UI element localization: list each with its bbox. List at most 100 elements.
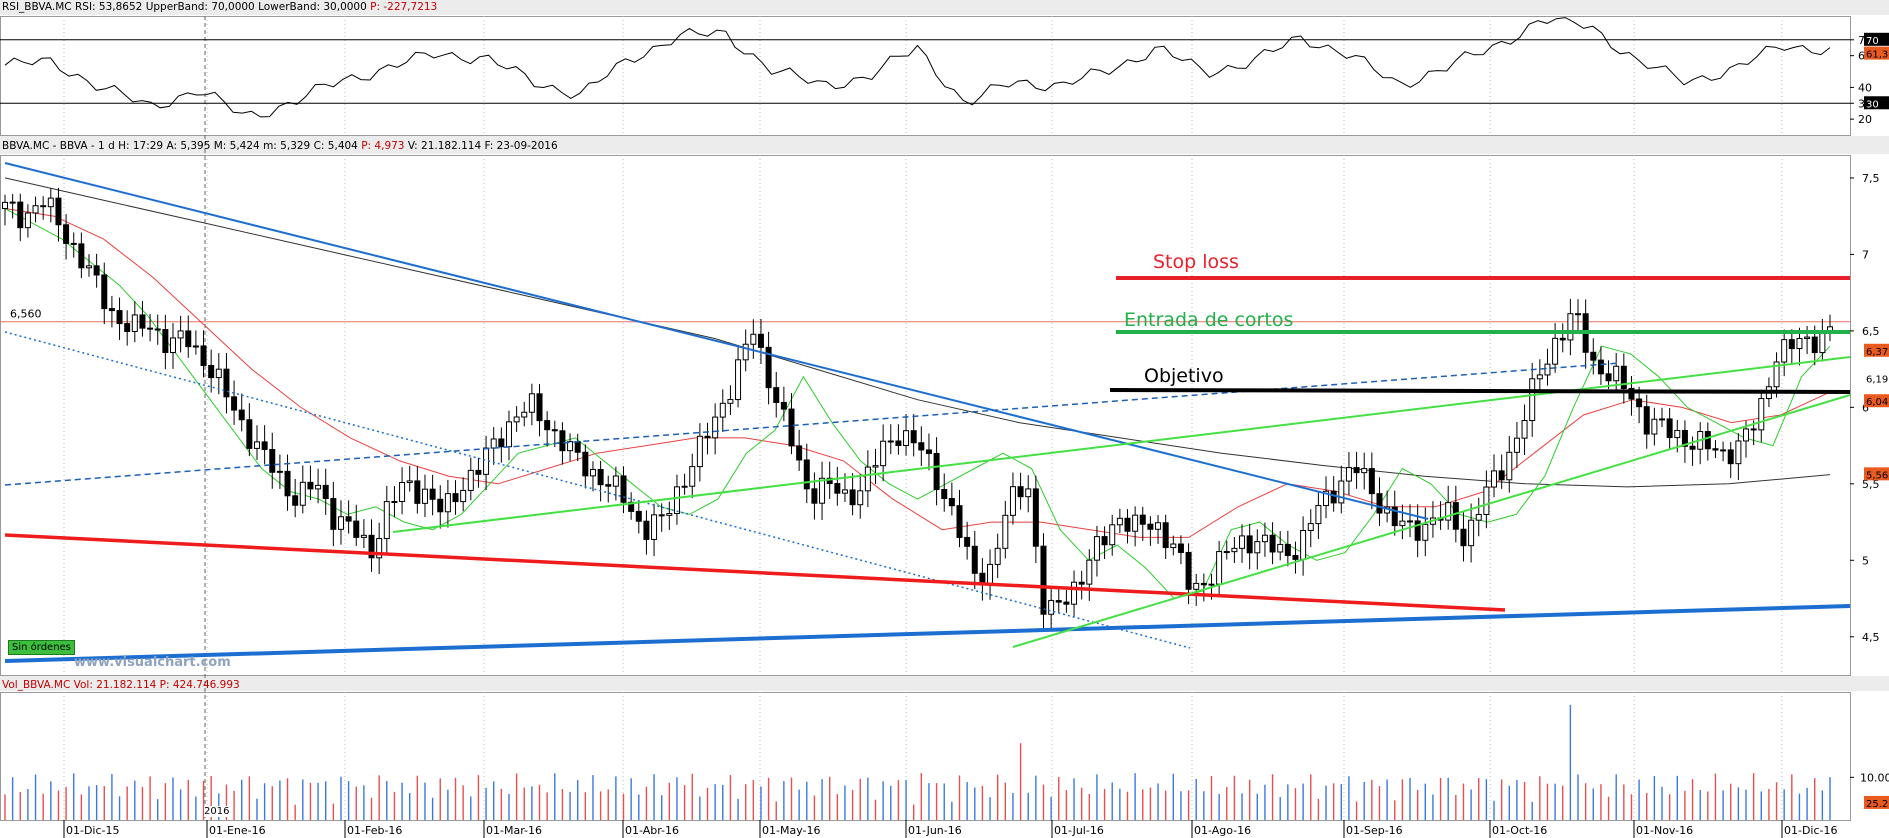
price-h: H: 17:29: [118, 140, 164, 152]
candle-down: [1559, 337, 1566, 341]
candle-up: [1475, 513, 1482, 521]
bottom-blue-line: [4, 604, 1851, 663]
candle-up: [819, 477, 826, 504]
candle-down: [1078, 581, 1085, 585]
candle-down: [1330, 490, 1337, 504]
candle-up: [1773, 361, 1780, 388]
ma-fast-line: [4, 208, 1831, 600]
candle-down: [1811, 336, 1818, 354]
rsi-upper: UpperBand: 70,0000: [145, 1, 255, 13]
candle-up: [1529, 378, 1536, 422]
vol-value: Vol: 21.182.114: [73, 679, 157, 691]
candle-down: [353, 520, 360, 538]
candle-down: [910, 430, 917, 444]
candle-down: [269, 449, 276, 473]
candle-up: [1155, 522, 1162, 530]
candle-up: [1422, 523, 1429, 541]
candle-up: [1544, 363, 1551, 376]
candle-down: [1628, 388, 1635, 400]
rsi-badge-last-bg: [1864, 46, 1889, 60]
candle-down: [108, 308, 115, 312]
candle-down: [1055, 600, 1062, 603]
candle-down: [1788, 339, 1795, 350]
candle-up: [1659, 418, 1666, 421]
candle-down: [1292, 554, 1299, 560]
candle-down: [643, 520, 650, 540]
candle-up: [1025, 488, 1032, 498]
candle-down: [796, 445, 803, 461]
candle-up: [1552, 337, 1559, 365]
candle-up: [399, 482, 406, 502]
candle-up: [1407, 520, 1414, 523]
candle-down: [559, 430, 566, 452]
candle-up: [1804, 336, 1811, 339]
x-tick-label: 01-Jun-16: [908, 824, 962, 837]
vol-header-strip: [0, 676, 1889, 691]
candle-down: [139, 314, 146, 329]
watermark: www.visualchart.com: [74, 655, 231, 670]
sin-ordenes-badge[interactable]: Sin órdenes: [8, 640, 75, 655]
candle-up: [1361, 468, 1368, 474]
candle-down: [1177, 543, 1184, 553]
candle-up: [1277, 543, 1284, 553]
candle-up: [1491, 470, 1498, 488]
x-tick-label: 01-Oct-16: [1492, 824, 1547, 837]
candle-down: [536, 393, 543, 422]
rsi-lower: LowerBand: 30,0000: [258, 1, 367, 13]
candle-down: [231, 396, 238, 411]
candle-down: [1147, 523, 1154, 530]
candle-up: [505, 421, 512, 448]
candle-up: [1613, 365, 1620, 382]
support-red-line: [4, 533, 1506, 612]
candle-down: [93, 265, 100, 276]
candle-up: [215, 368, 222, 379]
candle-down: [238, 409, 245, 421]
level-6560-label: 6,560: [10, 308, 42, 321]
x-tick-label: 01-Feb-16: [347, 824, 402, 837]
candle-down: [452, 493, 459, 503]
candle-up: [360, 534, 367, 538]
candle-up: [1445, 502, 1452, 521]
candle-down: [544, 420, 551, 431]
candle-up: [1513, 437, 1520, 453]
candle-down: [1620, 365, 1627, 390]
candle-up: [32, 205, 39, 214]
candle-down: [582, 451, 589, 477]
candle-up: [1521, 420, 1528, 439]
candle-up: [1093, 536, 1100, 561]
candle-up: [521, 411, 528, 418]
candle-up: [1338, 480, 1345, 504]
candle-down: [70, 242, 77, 245]
candle-up: [85, 265, 92, 269]
candle-down: [1704, 431, 1711, 450]
candle-down: [17, 201, 24, 229]
x-tick-label: 01-Mar-16: [486, 824, 542, 837]
candle-up: [169, 337, 176, 353]
candle-down: [834, 483, 841, 494]
candle-up: [24, 212, 31, 229]
candle-down: [551, 429, 558, 432]
x-tick-label: 01-Dic-16: [1784, 824, 1838, 837]
candle-down: [200, 345, 207, 366]
candle-down: [635, 510, 642, 522]
candle-down: [704, 435, 711, 439]
rsi-p: P: -227,7213: [370, 1, 438, 13]
candle-up: [1002, 514, 1009, 549]
candle-down: [925, 449, 932, 454]
price-badge-close: 6,37: [1866, 347, 1888, 358]
candle-down: [1223, 551, 1230, 554]
candle-down: [597, 468, 604, 486]
candle-down: [1712, 448, 1719, 451]
candle-up: [513, 416, 520, 423]
candle-down: [757, 333, 764, 348]
candle-up: [567, 441, 574, 452]
candle-down: [1460, 528, 1467, 547]
price-c: C: 5,404: [313, 140, 358, 152]
candle-down: [1636, 398, 1643, 408]
candle-up: [1758, 398, 1765, 431]
candle-up: [1483, 486, 1490, 515]
candle-down: [147, 327, 154, 330]
downtrend-blue-line: [4, 162, 1429, 520]
price-badge-entrada-bg: [1864, 371, 1889, 385]
candle-down: [1681, 429, 1688, 447]
